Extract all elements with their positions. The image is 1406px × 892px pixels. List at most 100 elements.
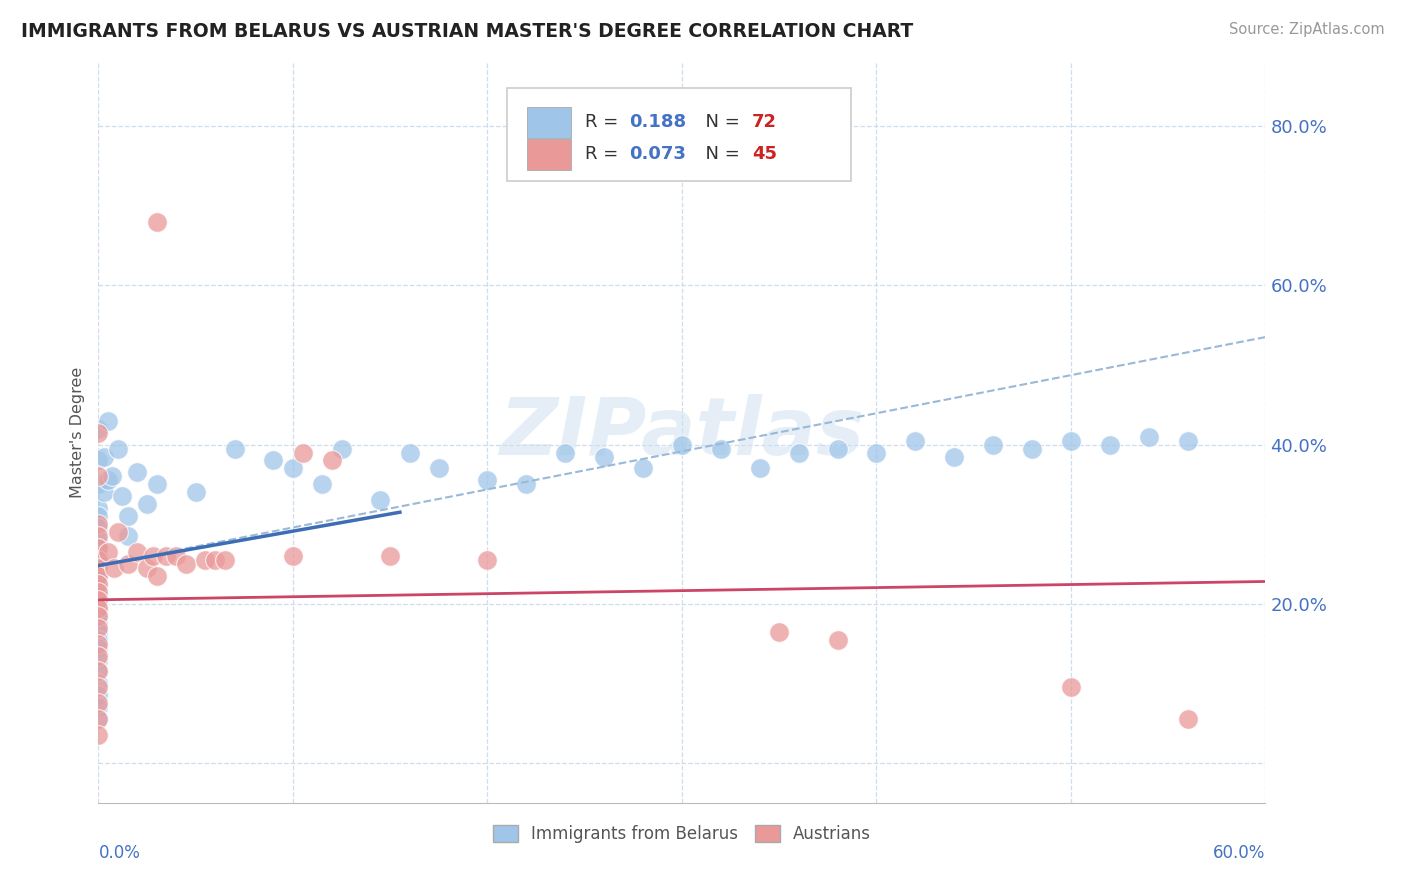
Point xyxy=(311,477,333,491)
Point xyxy=(146,569,169,583)
Point xyxy=(97,474,120,488)
Point xyxy=(87,584,110,599)
Point xyxy=(111,489,134,503)
Point xyxy=(155,549,177,563)
Point xyxy=(142,549,165,563)
Point xyxy=(87,577,110,591)
Point xyxy=(981,437,1004,451)
Point xyxy=(97,545,120,559)
Point xyxy=(103,561,125,575)
FancyBboxPatch shape xyxy=(508,88,851,181)
Text: N =: N = xyxy=(693,145,745,163)
Point xyxy=(136,561,159,575)
Point xyxy=(87,561,110,575)
Point xyxy=(1060,681,1083,695)
Point xyxy=(204,553,226,567)
Point xyxy=(943,450,966,464)
Point xyxy=(1177,712,1199,726)
FancyBboxPatch shape xyxy=(527,107,571,138)
Point xyxy=(87,541,110,555)
Point xyxy=(87,597,110,611)
Point xyxy=(87,581,110,595)
Point xyxy=(865,445,887,459)
Point xyxy=(87,648,110,663)
Point xyxy=(87,652,110,666)
Point xyxy=(127,466,149,480)
Point xyxy=(87,632,110,647)
Point xyxy=(93,485,115,500)
Point xyxy=(87,569,110,583)
Point xyxy=(1098,437,1121,451)
Point xyxy=(87,584,110,599)
Point xyxy=(477,553,499,567)
Point xyxy=(87,592,110,607)
Legend: Immigrants from Belarus, Austrians: Immigrants from Belarus, Austrians xyxy=(486,819,877,850)
Text: N =: N = xyxy=(693,113,745,131)
Point xyxy=(87,577,110,591)
Text: 0.0%: 0.0% xyxy=(98,844,141,862)
Point xyxy=(380,549,402,563)
Point xyxy=(87,553,110,567)
Point xyxy=(107,525,129,540)
Point xyxy=(477,474,499,488)
Point xyxy=(87,453,110,467)
Point xyxy=(748,461,770,475)
Point xyxy=(87,557,110,571)
Point xyxy=(87,509,110,524)
Point xyxy=(146,214,169,228)
Text: 0.188: 0.188 xyxy=(630,113,686,131)
Point xyxy=(87,700,110,714)
Point xyxy=(87,689,110,703)
Point xyxy=(827,632,849,647)
Point xyxy=(87,425,110,440)
Point xyxy=(281,461,304,475)
Text: 0.073: 0.073 xyxy=(630,145,686,163)
Point xyxy=(87,529,110,543)
Point xyxy=(787,445,810,459)
Point xyxy=(1060,434,1083,448)
Point xyxy=(87,549,110,563)
Point xyxy=(87,541,110,555)
Point xyxy=(87,592,110,607)
Point xyxy=(291,445,314,459)
Text: Source: ZipAtlas.com: Source: ZipAtlas.com xyxy=(1229,22,1385,37)
Text: 45: 45 xyxy=(752,145,778,163)
Point xyxy=(87,600,110,615)
Point xyxy=(87,608,110,623)
Point xyxy=(87,565,110,579)
Point xyxy=(593,450,616,464)
Point xyxy=(87,728,110,742)
Point xyxy=(117,557,139,571)
Point xyxy=(87,637,110,651)
Point xyxy=(87,624,110,639)
Point xyxy=(87,712,110,726)
Text: 72: 72 xyxy=(752,113,778,131)
Point xyxy=(87,665,110,679)
Point xyxy=(87,616,110,631)
Point xyxy=(671,437,693,451)
Point xyxy=(398,445,420,459)
Point xyxy=(87,561,110,575)
Point xyxy=(1137,429,1160,443)
Point xyxy=(281,549,304,563)
Point xyxy=(321,453,343,467)
Point xyxy=(515,477,537,491)
Point xyxy=(827,442,849,456)
Point xyxy=(87,422,110,436)
Point xyxy=(1177,434,1199,448)
Point xyxy=(631,461,654,475)
Point xyxy=(87,553,110,567)
Point xyxy=(224,442,246,456)
Point xyxy=(107,442,129,456)
Point xyxy=(370,493,392,508)
FancyBboxPatch shape xyxy=(527,138,571,169)
Point xyxy=(1021,442,1043,456)
Point xyxy=(165,549,187,563)
Point xyxy=(87,533,110,547)
Point xyxy=(87,621,110,635)
Point xyxy=(87,517,110,532)
Point xyxy=(127,545,149,559)
Text: ZIPatlas: ZIPatlas xyxy=(499,393,865,472)
Point xyxy=(194,553,217,567)
Point xyxy=(87,600,110,615)
